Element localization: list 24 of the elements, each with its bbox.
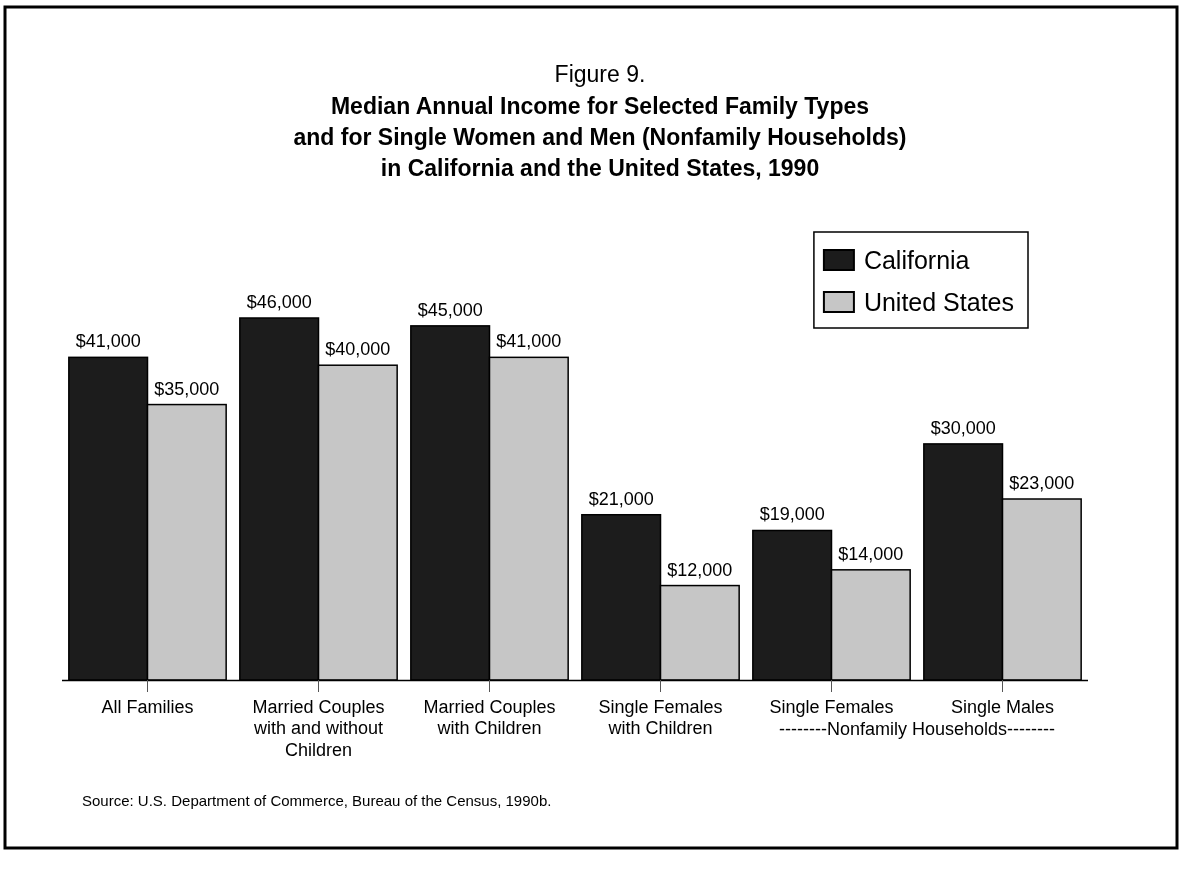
source-note: Source: U.S. Department of Commerce, Bureau of the Census, 1990b. — [82, 792, 552, 809]
x-tick-label: Single Females — [769, 696, 894, 717]
chart-title: Figure 9. — [554, 61, 646, 87]
data-label: $45,000 — [417, 299, 483, 320]
data-label: $46,000 — [246, 292, 312, 312]
x-tick-label: Married Couples with Children — [423, 696, 556, 739]
data-label: $23,000 — [1009, 473, 1075, 493]
legend-label: United States — [863, 288, 1014, 316]
legend-label: California — [863, 246, 970, 274]
x-tick-label: All Families — [101, 696, 194, 717]
data-label: $40,000 — [325, 339, 391, 360]
data-label: $41,000 — [496, 331, 562, 352]
data-label: $21,000 — [588, 488, 654, 509]
data-label: $19,000 — [759, 504, 825, 525]
data-label: $14,000 — [838, 543, 904, 564]
data-label: $35,000 — [154, 378, 220, 399]
x-tick-label: Single Females with Children — [598, 696, 723, 739]
chart-subtitle: Median Annual Income for Selected Family Types and for Single Women and Men (Nonfamily Households) in California and the United States, 1990 — [293, 93, 907, 181]
data-label: $12,000 — [667, 559, 733, 580]
data-label: $41,000 — [75, 331, 141, 352]
x-tick-label: Single Males — [950, 696, 1055, 717]
x-tick-label: Married Couples with and without Children — [252, 696, 385, 760]
data-label: $30,000 — [930, 417, 996, 438]
text: --------Nonfamily Households-------- — [779, 718, 1055, 739]
